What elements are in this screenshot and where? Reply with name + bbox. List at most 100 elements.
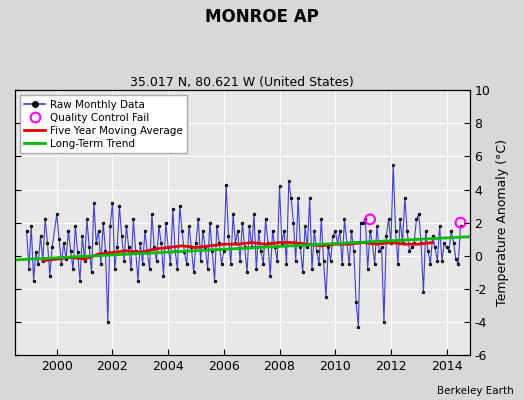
Point bbox=[452, 256, 460, 262]
Point bbox=[166, 261, 174, 267]
Point bbox=[157, 239, 166, 246]
Point bbox=[96, 261, 105, 267]
Point bbox=[150, 244, 158, 251]
Point bbox=[148, 211, 156, 218]
Point bbox=[122, 223, 130, 229]
Point bbox=[57, 261, 66, 267]
Point bbox=[234, 228, 242, 234]
Point bbox=[312, 248, 321, 254]
Point bbox=[368, 239, 377, 246]
Point bbox=[99, 220, 107, 226]
Point bbox=[106, 223, 114, 229]
Point bbox=[78, 233, 86, 239]
Point bbox=[268, 228, 277, 234]
Point bbox=[173, 266, 182, 272]
Point bbox=[226, 261, 235, 267]
Point bbox=[55, 236, 63, 242]
Point bbox=[46, 272, 54, 279]
Point bbox=[113, 244, 121, 251]
Point bbox=[231, 239, 239, 246]
Point bbox=[222, 181, 231, 188]
Point bbox=[250, 211, 258, 218]
Point bbox=[401, 195, 409, 201]
Point bbox=[394, 261, 402, 267]
Point bbox=[41, 216, 49, 222]
Point bbox=[426, 261, 434, 267]
Point bbox=[60, 239, 68, 246]
Point bbox=[243, 269, 251, 276]
Point bbox=[101, 248, 110, 254]
Point bbox=[329, 233, 337, 239]
Point bbox=[352, 299, 361, 305]
Point bbox=[338, 261, 346, 267]
Point bbox=[315, 261, 323, 267]
Point bbox=[125, 244, 133, 251]
Point bbox=[273, 258, 281, 264]
Point bbox=[359, 220, 367, 226]
Point bbox=[385, 216, 393, 222]
Point bbox=[52, 211, 61, 218]
Point bbox=[450, 239, 458, 246]
Point bbox=[210, 278, 219, 284]
Point bbox=[257, 248, 265, 254]
Point bbox=[238, 220, 247, 226]
Point bbox=[285, 178, 293, 184]
Point bbox=[69, 266, 77, 272]
Point bbox=[252, 266, 260, 272]
Point bbox=[433, 258, 442, 264]
Point bbox=[88, 269, 96, 276]
Point bbox=[104, 319, 112, 325]
Point bbox=[180, 249, 189, 256]
Point bbox=[224, 233, 233, 239]
Point bbox=[440, 239, 449, 246]
Point bbox=[343, 239, 351, 246]
Point bbox=[127, 266, 135, 272]
Point bbox=[196, 258, 205, 264]
Point bbox=[405, 248, 413, 254]
Point bbox=[23, 228, 31, 234]
Point bbox=[215, 239, 223, 246]
Point bbox=[90, 200, 98, 206]
Point bbox=[287, 195, 296, 201]
Point bbox=[331, 228, 340, 234]
Point bbox=[208, 248, 216, 254]
Point bbox=[134, 278, 142, 284]
Point bbox=[354, 324, 363, 330]
Point bbox=[294, 195, 302, 201]
Point bbox=[278, 239, 286, 246]
Y-axis label: Temperature Anomaly (°C): Temperature Anomaly (°C) bbox=[496, 139, 509, 306]
Point bbox=[350, 248, 358, 254]
Point bbox=[159, 272, 168, 279]
Point bbox=[203, 266, 212, 272]
Point bbox=[31, 249, 40, 256]
Point bbox=[431, 244, 439, 251]
Point bbox=[83, 216, 91, 222]
Point bbox=[25, 266, 33, 272]
Point bbox=[345, 261, 353, 267]
Point bbox=[85, 244, 93, 251]
Point bbox=[29, 278, 38, 284]
Point bbox=[255, 228, 263, 234]
Point bbox=[438, 258, 446, 264]
Point bbox=[336, 228, 344, 234]
Point bbox=[164, 244, 172, 251]
Point bbox=[289, 220, 298, 226]
Point bbox=[171, 248, 179, 254]
Point bbox=[206, 220, 214, 226]
Text: Berkeley Earth: Berkeley Earth bbox=[437, 386, 514, 396]
Point bbox=[291, 258, 300, 264]
Point bbox=[190, 269, 198, 276]
Point bbox=[73, 249, 82, 256]
Point bbox=[375, 248, 384, 254]
Point bbox=[34, 261, 42, 267]
Point bbox=[62, 256, 70, 262]
Point bbox=[241, 244, 249, 251]
Point bbox=[380, 319, 388, 325]
Point bbox=[387, 239, 395, 246]
Point bbox=[408, 244, 416, 251]
Point bbox=[340, 216, 348, 222]
Point bbox=[161, 220, 170, 226]
Point bbox=[429, 233, 437, 239]
Point bbox=[347, 228, 356, 234]
Point bbox=[199, 228, 207, 234]
